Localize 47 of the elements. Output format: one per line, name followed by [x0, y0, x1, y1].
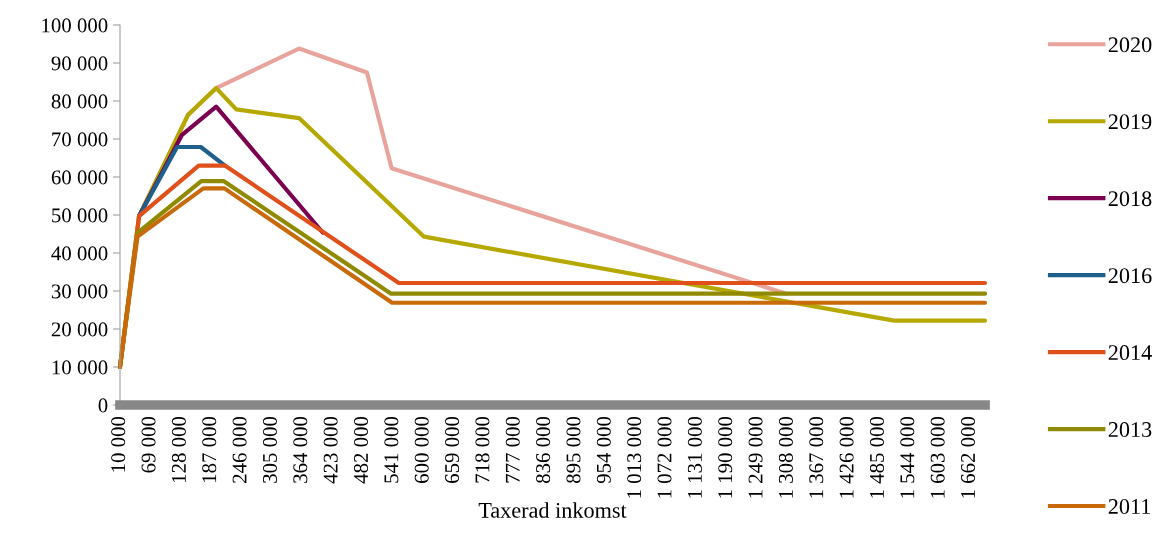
x-tick-label: 600 000: [414, 416, 429, 483]
x-tick-label: 423 000: [323, 416, 338, 484]
x-tick-label: 364 000: [293, 416, 308, 483]
x-tick-label: 954 000: [596, 416, 611, 484]
y-tick-label: 40 000: [51, 246, 108, 261]
x-tick-label: 1 367 000: [809, 416, 824, 498]
x-tick-label: 1 308 000: [778, 416, 793, 498]
x-tick-label: 128 000: [171, 416, 186, 482]
x-tick-label: 1 013 000: [627, 416, 642, 498]
y-tick-label: 0: [98, 398, 108, 413]
x-tick-label: 1 072 000: [657, 416, 672, 498]
x-tick-label: 305 000: [262, 416, 277, 483]
x-tick-label: 1 426 000: [839, 416, 854, 498]
legend-label: 2011: [1108, 499, 1151, 514]
x-tick-label: 836 000: [536, 416, 551, 484]
x-tick-label: 541 000: [384, 416, 399, 483]
y-tick-label: 30 000: [51, 284, 108, 299]
y-tick-label: 20 000: [51, 322, 108, 337]
y-tick-label: 60 000: [51, 170, 108, 185]
y-tick-label: 70 000: [52, 132, 108, 147]
x-axis-title: Taxerad inkomst: [478, 502, 627, 518]
legend-label: 2018: [1108, 191, 1152, 207]
x-tick-label: 1 603 000: [930, 416, 945, 498]
y-tick-label: 50 000: [52, 208, 108, 223]
x-tick-label: 1 190 000: [718, 416, 733, 498]
x-tick-label: 1 249 000: [748, 416, 763, 498]
x-tick-label: 1 544 000: [900, 416, 915, 498]
x-tick-label: 1 131 000: [687, 416, 702, 498]
x-tick-label: 246 000: [232, 416, 247, 483]
x-tick-label: 777 000: [505, 416, 520, 483]
y-tick-label: 80 000: [51, 94, 108, 109]
x-tick-label: 659 000: [445, 416, 460, 483]
legend-label: 2016: [1108, 268, 1152, 284]
x-tick-label: 1 485 000: [869, 416, 884, 498]
x-tick-label: 718 000: [475, 416, 490, 483]
legend-label: 2014: [1108, 345, 1152, 361]
x-tick-label: 1 662 000: [960, 416, 976, 498]
x-tick-label: 895 000: [566, 416, 581, 484]
legend-label: 2013: [1108, 422, 1152, 438]
y-tick-label: 100 000: [42, 18, 108, 33]
x-tick-label: 187 000: [202, 416, 217, 482]
legend-label: 2020: [1108, 37, 1152, 53]
x-tick-label: 482 000: [353, 416, 369, 484]
x-tick-label: 69 000: [141, 416, 156, 473]
legend-label: 2019: [1108, 114, 1152, 130]
y-tick-label: 90 000: [51, 56, 108, 71]
y-tick-label: 10 000: [52, 360, 108, 375]
